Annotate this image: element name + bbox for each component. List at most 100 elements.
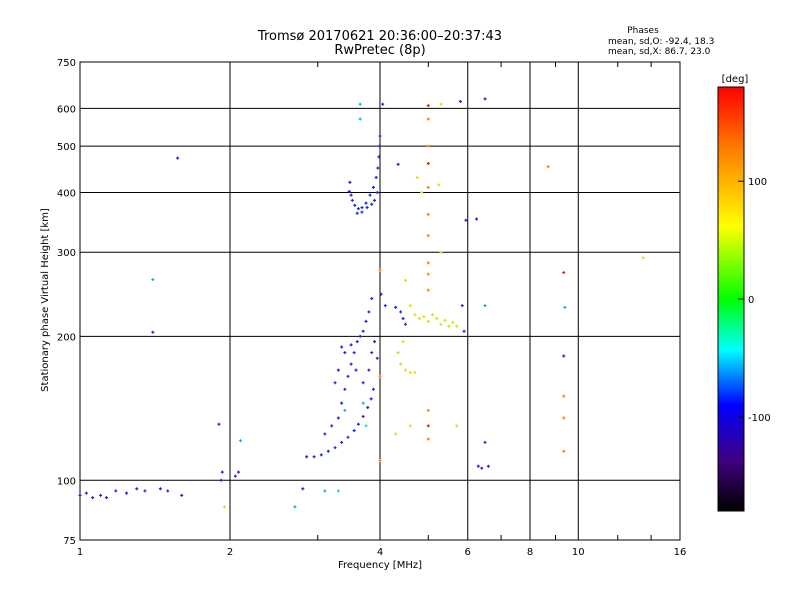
data-point — [483, 304, 487, 308]
data-point — [364, 424, 368, 428]
data-point — [343, 408, 347, 412]
data-point — [355, 211, 359, 215]
phases-label: Phases — [627, 26, 659, 36]
data-point — [426, 212, 430, 216]
data-point — [361, 414, 365, 418]
data-point — [563, 305, 567, 309]
data-point — [383, 304, 387, 308]
data-point — [408, 304, 412, 308]
data-point — [394, 432, 398, 436]
data-point — [352, 429, 356, 433]
data-point — [426, 408, 430, 412]
data-point — [323, 489, 327, 493]
data-point — [370, 351, 374, 355]
data-point — [356, 207, 360, 211]
data-point — [333, 446, 337, 450]
data-point — [375, 190, 379, 194]
data-point — [483, 97, 487, 101]
colorbar-label: [deg] — [722, 74, 749, 85]
y-tick-label: 100 — [57, 476, 76, 487]
axis-ticks: 1 2 4 6 8 10 16 75 100 200 300 400 500 600 750 — [57, 58, 686, 558]
data-point — [408, 424, 412, 428]
colorbar-tick-label: 100 — [748, 177, 767, 188]
data-point — [377, 155, 381, 159]
data-point — [373, 340, 377, 344]
y-tick-label: 300 — [57, 248, 76, 259]
data-point — [403, 278, 407, 282]
colorbar-tick-label: -100 — [748, 413, 771, 424]
data-point — [379, 292, 383, 296]
x-tick-label: 2 — [227, 547, 233, 558]
data-point — [439, 322, 443, 326]
data-point — [356, 422, 360, 426]
data-point — [378, 134, 382, 138]
colorbar: [deg] 100 0 -100 — [717, 74, 771, 512]
data-point — [361, 329, 365, 333]
data-point — [305, 455, 309, 459]
data-point — [464, 218, 468, 222]
data-point — [353, 203, 357, 207]
data-point — [361, 401, 365, 405]
data-point — [349, 193, 353, 197]
data-point — [460, 304, 464, 308]
data-point — [399, 362, 403, 366]
data-point — [364, 319, 368, 323]
data-point — [426, 424, 430, 428]
data-point — [236, 470, 240, 474]
data-point — [413, 371, 417, 375]
data-point — [151, 278, 155, 282]
data-point — [475, 217, 479, 221]
data-point — [480, 466, 484, 470]
data-point — [437, 183, 441, 187]
data-point — [358, 334, 362, 338]
data-point — [483, 440, 487, 444]
data-point — [378, 458, 382, 462]
data-point — [396, 351, 400, 355]
data-point — [364, 201, 368, 205]
data-point — [354, 368, 358, 372]
data-point — [458, 100, 462, 104]
data-point — [349, 362, 353, 366]
data-point — [343, 387, 347, 391]
data-point — [381, 102, 385, 106]
data-point — [377, 144, 381, 148]
phase-stat-o: mean, sd,O: -92.4, 18.3 — [608, 37, 714, 47]
data-point — [358, 102, 362, 106]
data-point — [367, 310, 371, 314]
data-point — [330, 424, 334, 428]
data-point — [349, 343, 353, 347]
data-point — [435, 316, 439, 320]
y-tick-label: 750 — [57, 58, 76, 69]
data-point — [562, 354, 566, 358]
data-point — [426, 161, 430, 165]
data-point — [358, 117, 362, 121]
data-point — [125, 491, 129, 495]
data-point — [158, 487, 162, 491]
data-point — [562, 449, 566, 453]
data-point — [293, 505, 297, 509]
data-point — [370, 297, 374, 301]
x-axis-label: Frequency [MHz] — [338, 560, 422, 571]
x-tick-label: 10 — [572, 547, 585, 558]
data-point — [373, 198, 377, 202]
data-point — [378, 374, 382, 378]
data-point — [374, 175, 378, 179]
plot-grid — [80, 62, 680, 540]
data-point — [426, 104, 430, 108]
data-point — [376, 166, 380, 170]
data-point — [439, 250, 443, 254]
data-point — [486, 464, 490, 468]
data-point — [403, 322, 407, 326]
data-point — [336, 489, 340, 493]
x-tick-label: 6 — [465, 547, 471, 558]
data-point — [641, 256, 645, 260]
data-point — [371, 185, 375, 189]
data-point — [301, 487, 305, 491]
data-point — [336, 416, 340, 420]
data-point — [451, 320, 455, 324]
data-point — [420, 190, 424, 194]
data-point — [217, 422, 221, 426]
data-point — [371, 387, 375, 391]
data-point — [239, 439, 243, 443]
